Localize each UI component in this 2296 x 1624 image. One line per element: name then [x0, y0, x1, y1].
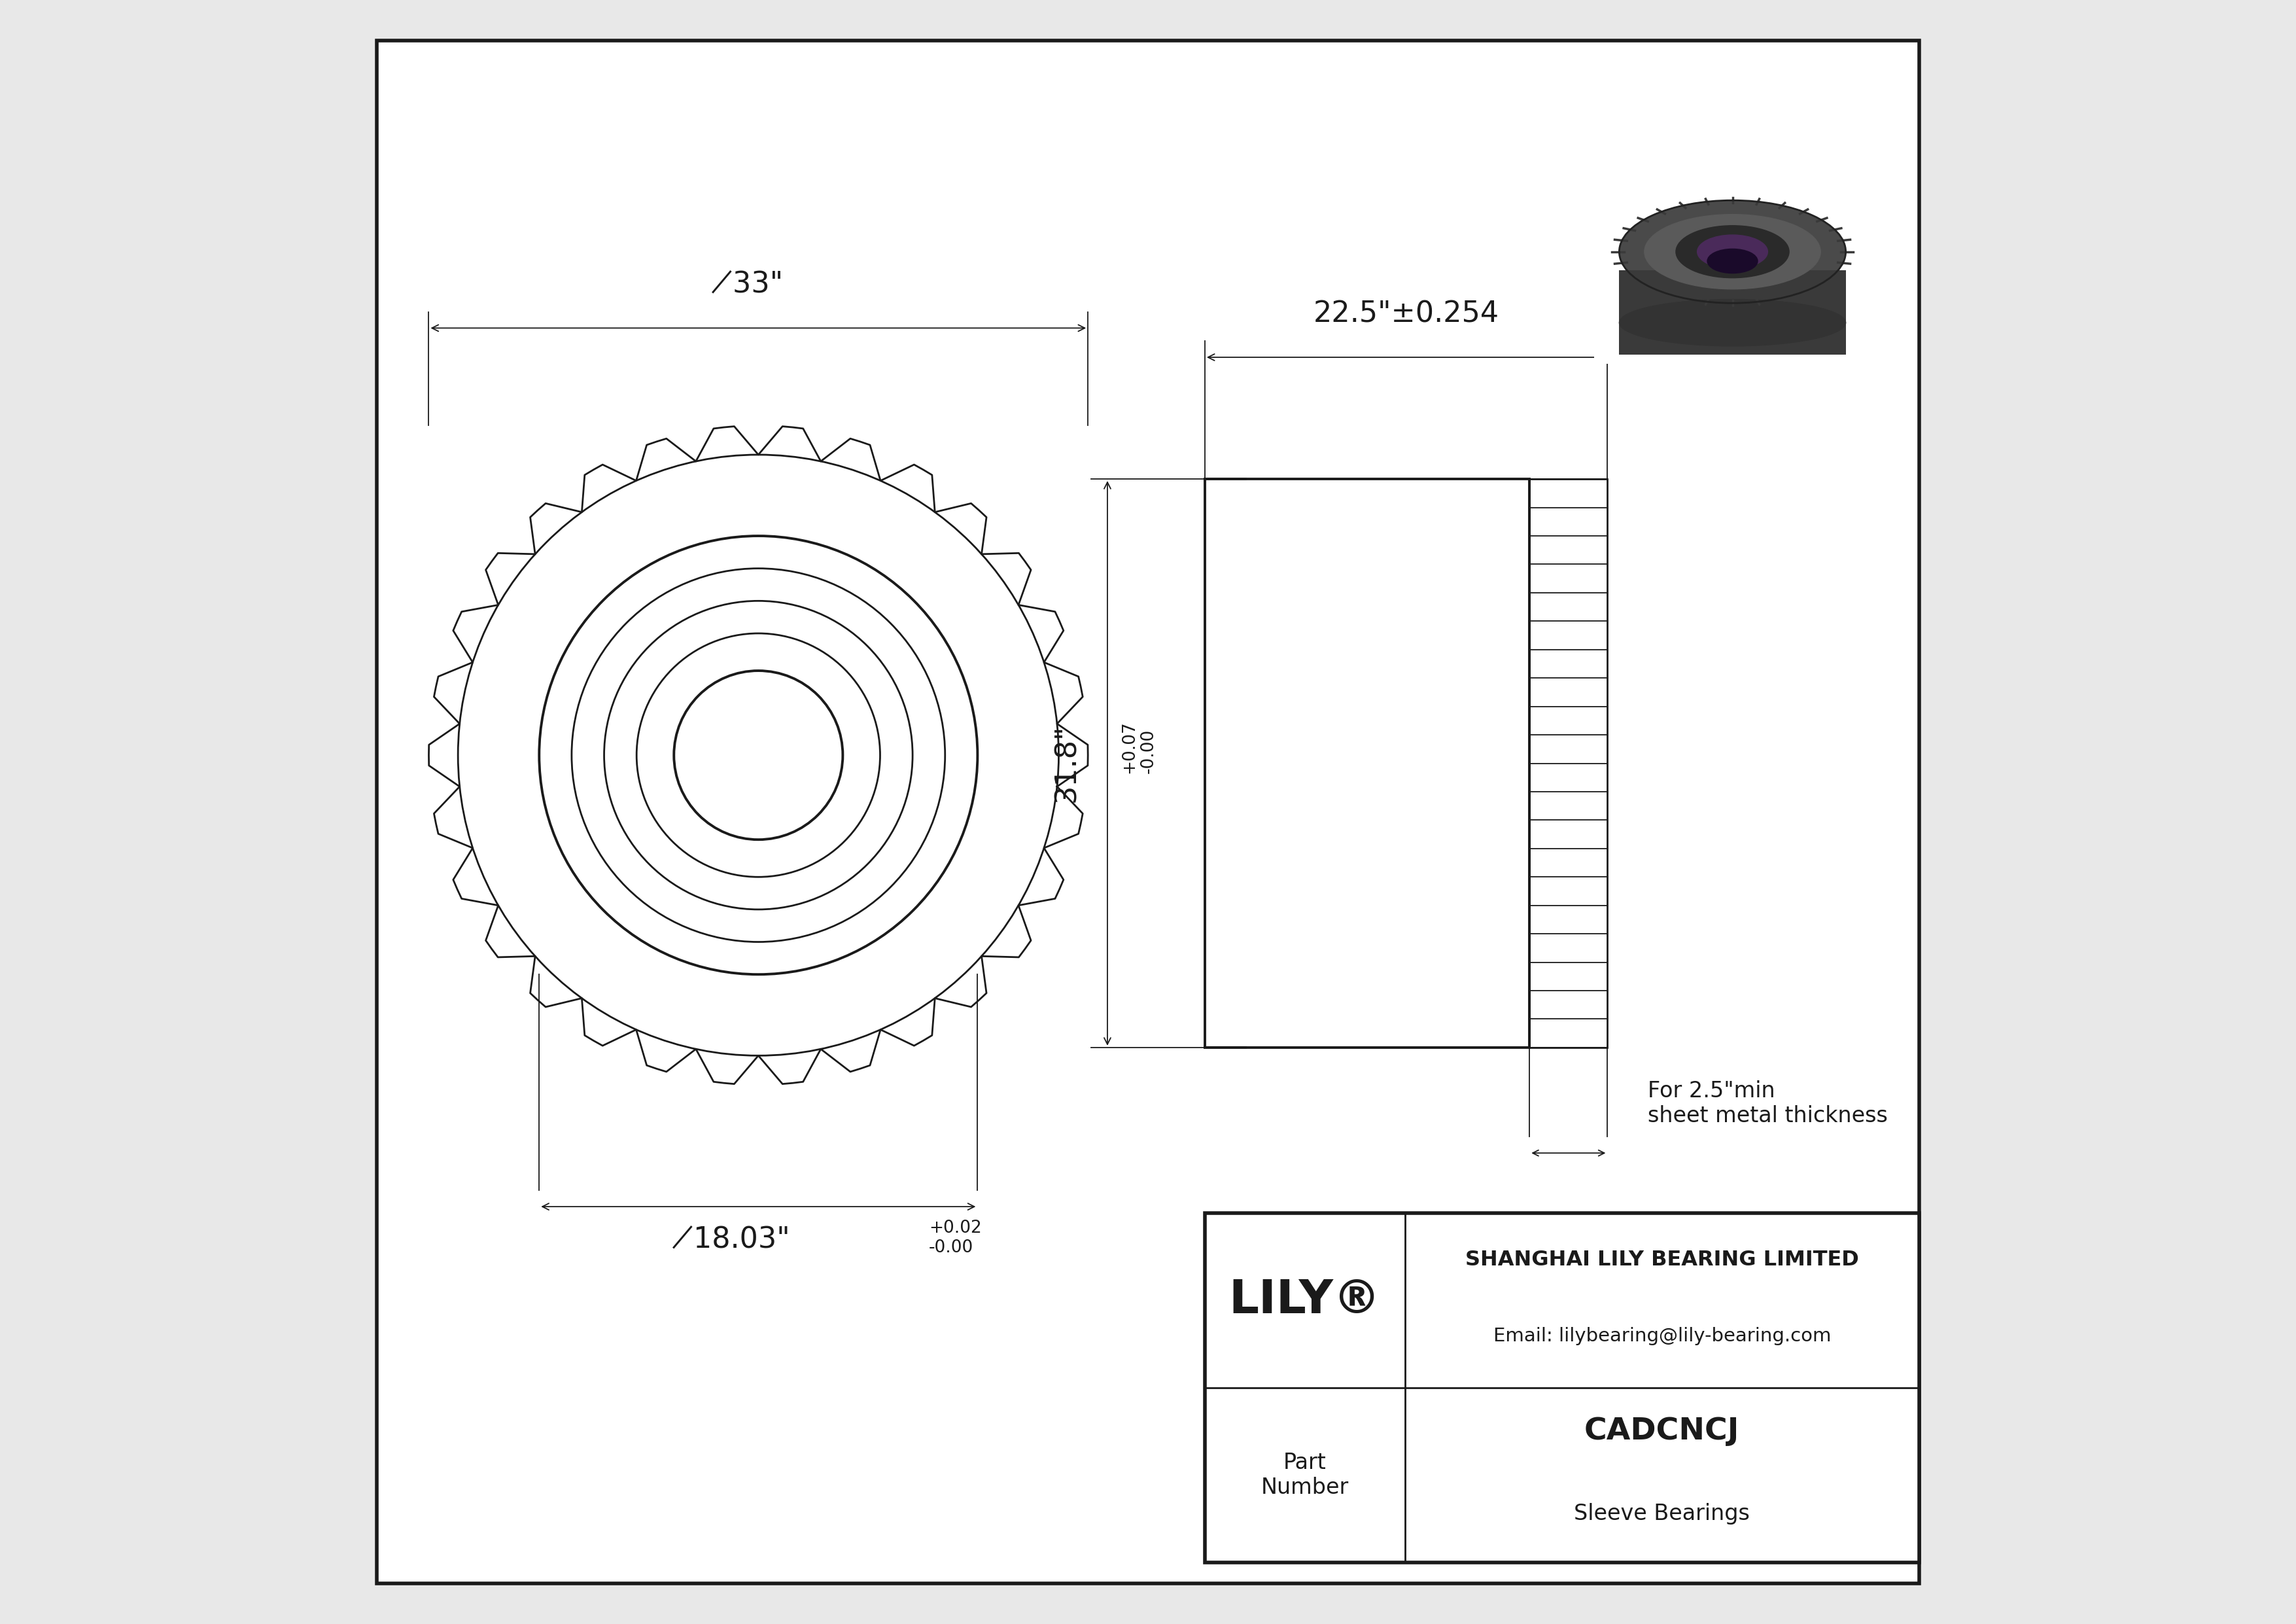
Text: +0.07
-0.00: +0.07 -0.00	[1120, 721, 1157, 773]
Text: ̸33": ̸33"	[732, 271, 783, 299]
Text: ̸18.03": ̸18.03"	[693, 1226, 790, 1254]
Bar	[1529, 479, 1607, 1047]
Ellipse shape	[1619, 200, 1846, 304]
Bar	[1619, 271, 1846, 354]
Text: LILY®: LILY®	[1228, 1278, 1380, 1324]
Bar	[1529, 479, 1607, 1047]
Text: CADCNCJ: CADCNCJ	[1584, 1416, 1740, 1445]
Text: +0.02
-0.00: +0.02 -0.00	[930, 1220, 983, 1257]
Ellipse shape	[1697, 235, 1768, 268]
Bar	[1593, 140, 1871, 364]
Ellipse shape	[1708, 248, 1759, 273]
Bar	[1205, 479, 1529, 1047]
Ellipse shape	[1676, 226, 1789, 278]
Text: For 2.5"min
sheet metal thickness: For 2.5"min sheet metal thickness	[1649, 1080, 1887, 1127]
Bar	[1205, 1213, 1919, 1562]
Bar	[1205, 479, 1529, 1047]
Text: Email: lilybearing@lily-bearing.com: Email: lilybearing@lily-bearing.com	[1492, 1327, 1830, 1345]
Text: 31.8": 31.8"	[1054, 724, 1081, 802]
Text: Part
Number: Part Number	[1261, 1452, 1348, 1499]
Text: Sleeve Bearings: Sleeve Bearings	[1575, 1504, 1750, 1525]
Bar	[1205, 1213, 1919, 1562]
Ellipse shape	[1619, 299, 1846, 346]
Text: SHANGHAI LILY BEARING LIMITED: SHANGHAI LILY BEARING LIMITED	[1465, 1250, 1860, 1270]
Circle shape	[420, 417, 1095, 1093]
Text: 22.5"±0.254: 22.5"±0.254	[1313, 300, 1499, 328]
Ellipse shape	[1644, 214, 1821, 289]
